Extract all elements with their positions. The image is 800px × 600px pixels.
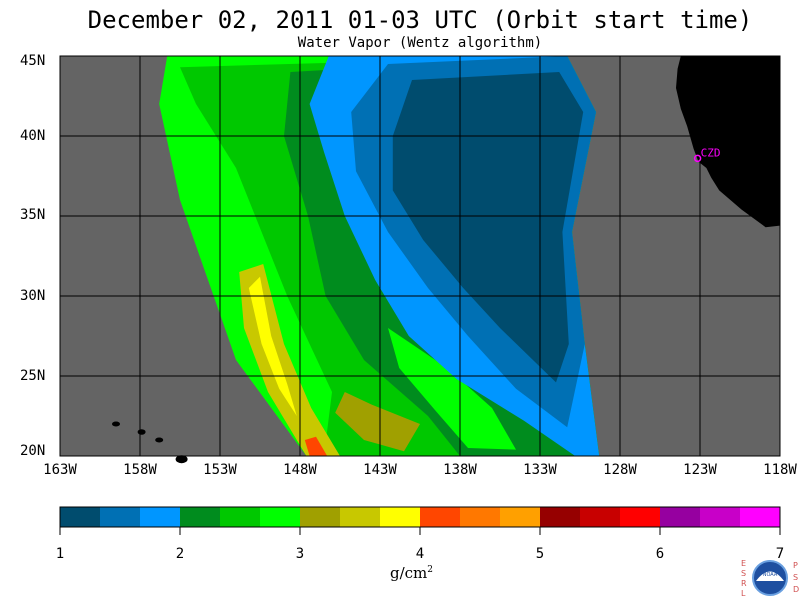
- units-exponent: 2: [427, 565, 434, 575]
- colorbar-tick-label: 4: [415, 546, 425, 562]
- colorbar-swatch: [300, 507, 341, 527]
- hawaii-island: [137, 429, 146, 435]
- lon-tick-label: 163W: [43, 462, 77, 478]
- colorbar-tick-label: 5: [535, 546, 545, 562]
- hawaii-island: [155, 437, 164, 443]
- colorbar-tick-label: 6: [655, 546, 665, 562]
- svg-text:S: S: [741, 569, 746, 578]
- colorbar-swatch: [220, 507, 261, 527]
- hawaii-island: [175, 455, 188, 464]
- lon-tick-label: 138W: [443, 462, 477, 478]
- logo-psd-text: P: [793, 561, 798, 570]
- logo-esrl-text: E: [741, 559, 746, 568]
- colorbar-swatch: [140, 507, 181, 527]
- units-text: g/cm: [390, 564, 428, 582]
- colorbar-swatch: [180, 507, 221, 527]
- colorbar-swatch: [380, 507, 421, 527]
- colorbar-swatch: [540, 507, 581, 527]
- lat-tick-label: 25N: [20, 368, 46, 384]
- lon-tick-label: 123W: [683, 462, 717, 478]
- svg-text:R: R: [741, 579, 747, 588]
- lon-tick-label: 153W: [203, 462, 237, 478]
- chart-subtitle: Water Vapor (Wentz algorithm): [297, 35, 543, 51]
- swath-band-3.9: [248, 276, 297, 416]
- svg-text:S: S: [793, 573, 798, 582]
- svg-text:D: D: [793, 585, 799, 594]
- colorbar-units: g/cm2: [390, 564, 433, 582]
- lat-tick-label: 40N: [20, 128, 46, 144]
- lon-tick-label: 143W: [363, 462, 397, 478]
- station-marker: [693, 154, 702, 163]
- colorbar-tick-label: 2: [175, 546, 185, 562]
- colorbar-swatch: [100, 507, 141, 527]
- hawaii-island: [112, 421, 120, 427]
- colorbar-tick-label: 7: [775, 546, 785, 562]
- land-north-america: [676, 56, 780, 228]
- station-label: CZD: [701, 146, 721, 159]
- chart-title: December 02, 2011 01-03 UTC (Orbit start…: [87, 6, 753, 34]
- colorbar-tick-label: 1: [55, 546, 65, 562]
- colorbar-swatch: [620, 507, 661, 527]
- swath-band-1.2: [392, 72, 584, 383]
- lat-tick-label: 20N: [20, 443, 46, 459]
- colorbar-swatch: [740, 507, 781, 527]
- lon-tick-label: 148W: [283, 462, 317, 478]
- lon-tick-label: 118W: [763, 462, 797, 478]
- colorbar-swatch: [660, 507, 701, 527]
- noaa-esrl-psd-logo: E S R L NOAA P S D: [741, 559, 799, 598]
- colorbar-swatch: [460, 507, 501, 527]
- swath-band-2.6: [388, 328, 516, 450]
- lon-tick-label: 128W: [603, 462, 637, 478]
- colorbar-swatch: [260, 507, 301, 527]
- colorbar-swatch: [580, 507, 621, 527]
- logo-noaa-text: NOAA: [763, 572, 778, 578]
- colorbar: [59, 506, 781, 535]
- swath-band-3.3: [335, 392, 420, 452]
- colorbar-tick-label: 3: [295, 546, 305, 562]
- colorbar-swatch: [500, 507, 541, 527]
- lat-tick-label: 45N: [20, 53, 46, 69]
- svg-text:L: L: [741, 589, 746, 598]
- lat-tick-label: 30N: [20, 288, 46, 304]
- map-frame: [59, 55, 781, 457]
- colorbar-swatch: [340, 507, 381, 527]
- colorbar-swatch: [420, 507, 461, 527]
- lon-tick-label: 158W: [123, 462, 157, 478]
- swath-band-4.2: [304, 436, 328, 456]
- colorbar-swatch: [700, 507, 741, 527]
- colorbar-swatch: [60, 507, 101, 527]
- map-plot-area: CZD: [59, 55, 781, 464]
- lon-tick-label: 133W: [523, 462, 557, 478]
- lat-tick-label: 35N: [20, 207, 46, 223]
